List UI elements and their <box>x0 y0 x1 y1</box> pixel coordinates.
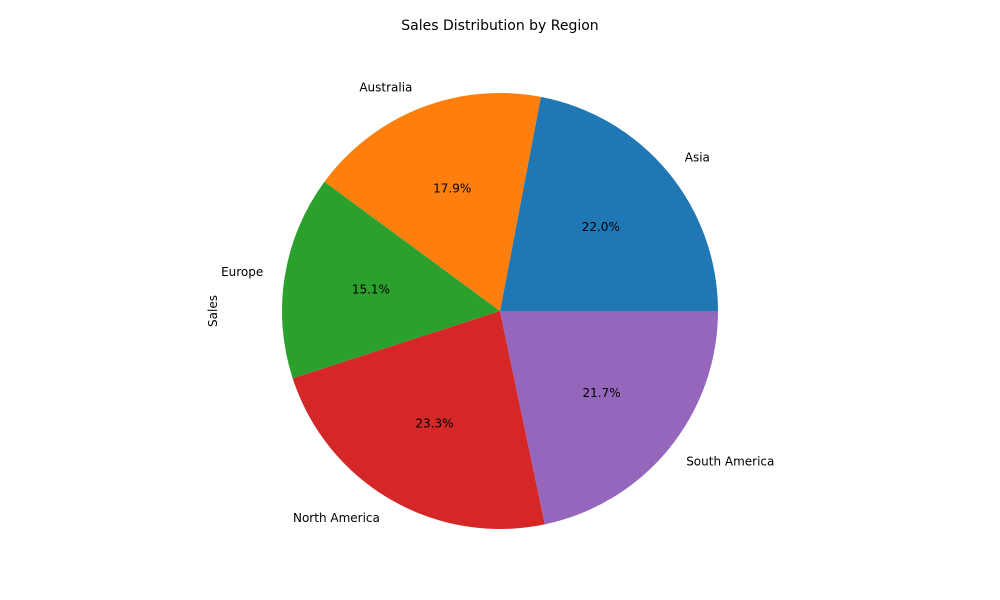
slice-percent-north-america: 23.3% <box>415 417 453 431</box>
pie-slice-asia <box>500 96 718 311</box>
pie-slice-south-america <box>500 311 718 525</box>
y-axis-label: Sales <box>206 295 220 327</box>
slice-percent-australia: 17.9% <box>433 182 471 196</box>
pie-slices <box>281 93 718 529</box>
slice-percent-europe: 15.1% <box>352 283 390 297</box>
slice-label-europe: Europe <box>221 265 263 279</box>
pie-slice-europe <box>281 181 500 379</box>
slice-label-australia: Australia <box>359 80 412 94</box>
slice-label-asia: Asia <box>685 151 710 165</box>
slice-percent-asia: 22.0% <box>582 220 620 234</box>
pie-slice-australia <box>324 93 541 311</box>
slice-label-north-america: North America <box>293 511 380 525</box>
slice-percent-south-america: 21.7% <box>583 386 621 400</box>
pie-slice-north-america <box>292 311 545 529</box>
chart-title: Sales Distribution by Region <box>401 18 598 34</box>
slice-label-south-america: South America <box>686 455 774 469</box>
pie-labels: Asia 22.0% Australia 17.9% Europe 15.1% North … <box>221 80 774 525</box>
